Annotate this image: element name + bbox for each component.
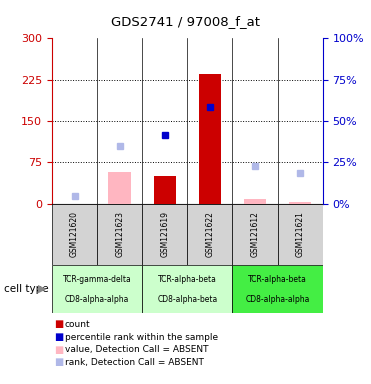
Bar xyxy=(108,172,131,204)
Text: CD8-alpha-alpha: CD8-alpha-alpha xyxy=(65,295,129,304)
Text: TCR-gamma-delta: TCR-gamma-delta xyxy=(63,275,131,284)
Text: ■: ■ xyxy=(54,358,63,367)
Text: ■: ■ xyxy=(54,332,63,342)
Text: ■: ■ xyxy=(54,345,63,355)
Text: GSM121620: GSM121620 xyxy=(70,211,79,257)
Text: GSM121619: GSM121619 xyxy=(160,211,169,257)
Text: CD8-alpha-alpha: CD8-alpha-alpha xyxy=(246,295,310,304)
Bar xyxy=(52,204,97,265)
Text: value, Detection Call = ABSENT: value, Detection Call = ABSENT xyxy=(65,345,209,354)
Text: count: count xyxy=(65,320,91,329)
Bar xyxy=(233,204,278,265)
Bar xyxy=(142,265,233,313)
Text: ▶: ▶ xyxy=(39,284,47,294)
Text: percentile rank within the sample: percentile rank within the sample xyxy=(65,333,218,342)
Bar xyxy=(233,265,323,313)
Text: GDS2741 / 97008_f_at: GDS2741 / 97008_f_at xyxy=(111,15,260,28)
Text: TCR-alpha-beta: TCR-alpha-beta xyxy=(158,275,217,284)
Text: ■: ■ xyxy=(54,319,63,329)
Bar xyxy=(97,204,142,265)
Bar xyxy=(244,199,266,204)
Text: GSM121621: GSM121621 xyxy=(296,211,305,257)
Text: GSM121612: GSM121612 xyxy=(250,211,260,257)
Bar xyxy=(154,176,176,204)
Bar xyxy=(52,265,142,313)
Text: cell type: cell type xyxy=(4,284,48,294)
Text: TCR-alpha-beta: TCR-alpha-beta xyxy=(248,275,307,284)
Bar xyxy=(187,204,233,265)
Bar xyxy=(289,202,312,204)
Bar xyxy=(278,204,323,265)
Bar xyxy=(198,74,221,204)
Text: GSM121622: GSM121622 xyxy=(206,211,214,257)
Text: CD8-alpha-beta: CD8-alpha-beta xyxy=(157,295,217,304)
Text: GSM121623: GSM121623 xyxy=(115,211,124,257)
Text: rank, Detection Call = ABSENT: rank, Detection Call = ABSENT xyxy=(65,358,204,367)
Bar xyxy=(142,204,187,265)
